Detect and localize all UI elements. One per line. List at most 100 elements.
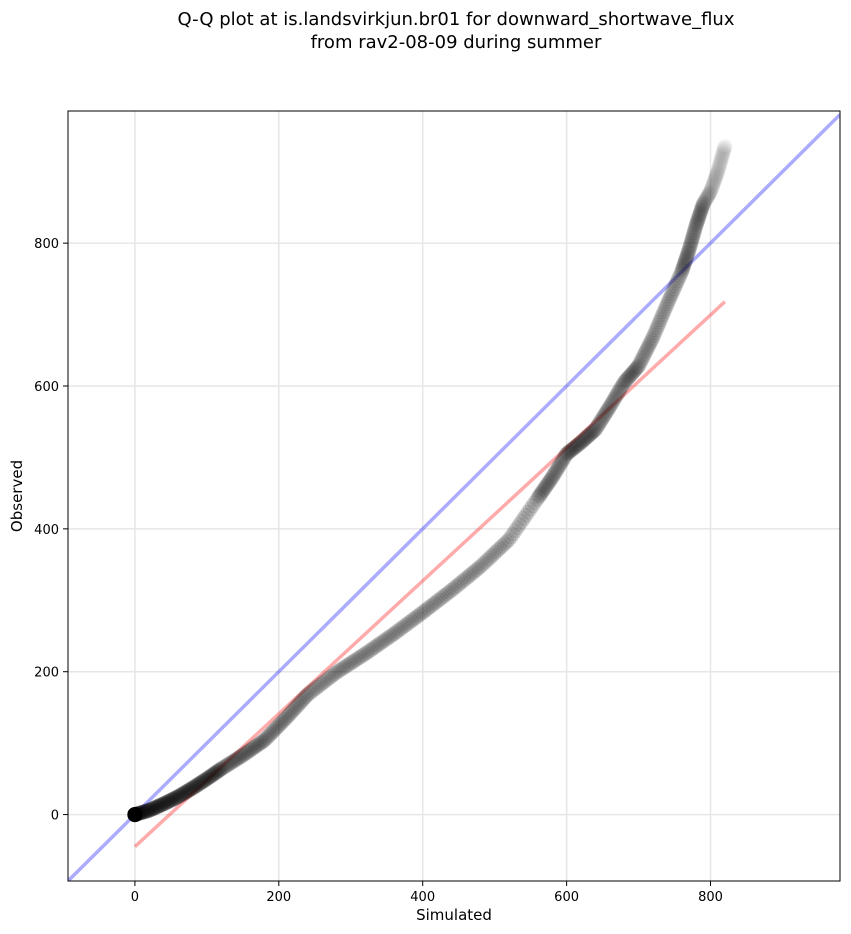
data-point [190,776,206,792]
data-point [666,281,682,297]
data-point [225,754,241,770]
data-point [553,455,569,471]
data-point [127,807,143,823]
data-point [709,167,725,183]
data-point [550,460,566,476]
data-point [168,790,184,806]
data-point [492,540,508,556]
data-point [654,309,670,325]
data-point [335,660,351,676]
data-point [194,774,210,790]
data-point [571,436,587,452]
data-point [653,312,669,328]
data-point [683,235,699,251]
data-point [372,635,388,651]
data-point [710,161,726,177]
data-point [509,520,525,536]
data-point [350,651,366,667]
data-point [689,213,705,229]
data-point [140,803,156,819]
data-point [527,495,543,511]
data-point [217,758,233,774]
data-point [477,554,493,570]
chart-title-line-1: Q-Q plot at is.landsvirkjun.br01 for dow… [177,9,735,30]
data-point [127,807,143,823]
data-point [563,442,579,458]
data-point [127,806,143,822]
data-point [573,434,589,450]
data-point [659,296,675,312]
data-point [690,211,706,227]
data-point [712,157,728,173]
data-point [677,253,693,269]
data-point [405,611,421,627]
data-point [127,807,143,823]
data-point [635,348,651,364]
data-point [507,523,523,539]
data-point [151,798,167,814]
data-point [546,467,562,483]
data-point [256,732,272,748]
data-point [655,306,671,322]
data-point [344,655,360,671]
data-point [129,806,145,822]
data-point [321,670,337,686]
data-point [439,586,455,602]
data-point [149,799,165,815]
data-point [182,781,198,797]
data-point [305,682,321,698]
data-point [378,631,394,647]
data-point [283,705,299,721]
data-point [581,428,597,444]
data-point [135,804,151,820]
data-point [293,694,309,710]
data-point [178,784,194,800]
data-point [667,278,683,294]
data-point [479,552,495,568]
data-point [249,737,265,753]
data-point [226,753,242,769]
data-point [612,382,628,398]
data-point [286,702,302,718]
data-point [325,667,341,683]
data-point [694,201,710,217]
data-point [626,363,642,379]
data-point [191,776,207,792]
data-point [212,762,228,778]
data-point [680,246,696,262]
data-point [592,415,608,431]
data-point [252,735,268,751]
chart-title: Q-Q plot at is.landsvirkjun.br01 for dow… [0,8,851,54]
data-point [695,196,711,212]
data-point [127,807,143,823]
data-point [216,759,232,775]
data-point [127,807,143,823]
data-point [236,746,252,762]
data-point [462,567,478,583]
data-point [428,594,444,610]
data-point [162,792,178,808]
data-point [682,239,698,255]
data-point [703,181,719,197]
data-point [629,360,645,376]
data-point [127,807,143,823]
data-point [646,328,662,344]
data-point [556,449,572,465]
y-tick-label: 600 [34,380,59,395]
data-point [445,581,461,597]
data-point [608,387,624,403]
data-point [560,445,576,461]
data-point [671,270,687,286]
data-point [431,592,447,608]
data-point [274,714,290,730]
data-point [687,223,703,239]
data-point [200,770,216,786]
data-point [458,570,474,586]
data-point [265,723,281,739]
data-point [530,489,546,505]
data-point [167,790,183,806]
data-point [518,507,534,523]
data-point [706,173,722,189]
data-point [552,457,568,473]
data-point [424,597,440,613]
